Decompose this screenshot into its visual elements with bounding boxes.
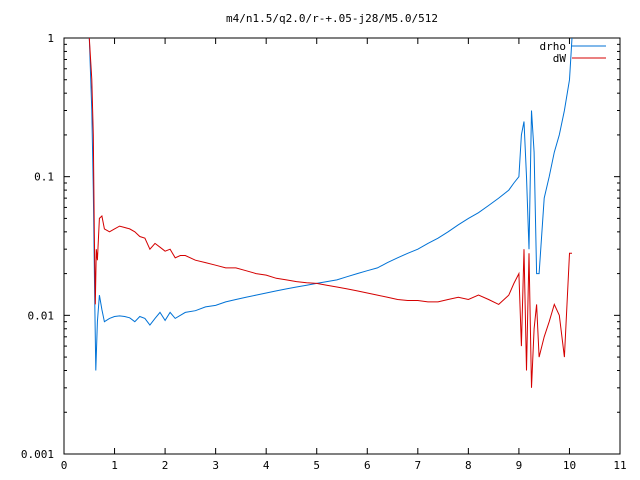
y-tick-label: 0.001 <box>21 448 54 461</box>
x-tick-label: 11 <box>613 459 626 472</box>
x-tick-label: 1 <box>111 459 118 472</box>
legend-label-dW: dW <box>553 52 567 65</box>
x-tick-label: 2 <box>162 459 169 472</box>
x-tick-label: 7 <box>415 459 422 472</box>
x-tick-label: 3 <box>212 459 219 472</box>
chart-title: m4/n1.5/q2.0/r-+.05-j28/M5.0/512 <box>226 12 438 25</box>
x-tick-label: 9 <box>516 459 523 472</box>
y-tick-label: 0.01 <box>28 309 55 322</box>
series-line-dW <box>88 37 572 388</box>
x-tick-label: 6 <box>364 459 371 472</box>
x-tick-label: 5 <box>313 459 320 472</box>
series-lines <box>88 37 573 388</box>
y-tick-label: 0.1 <box>34 171 54 184</box>
plot-frame <box>63 37 621 455</box>
x-tick-label: 0 <box>61 459 68 472</box>
x-tick-label: 8 <box>465 459 472 472</box>
x-tick-label: 4 <box>263 459 270 472</box>
series-line-drho <box>88 37 573 371</box>
y-tick-label: 1 <box>47 32 54 45</box>
axis-ticks: 0 1 2 3 4 5 6 7 8 9 10 11 0.001 0.01 0.1 1 <box>21 32 627 472</box>
legend-label-drho: drho <box>540 40 567 53</box>
x-tick-label: 10 <box>563 459 576 472</box>
